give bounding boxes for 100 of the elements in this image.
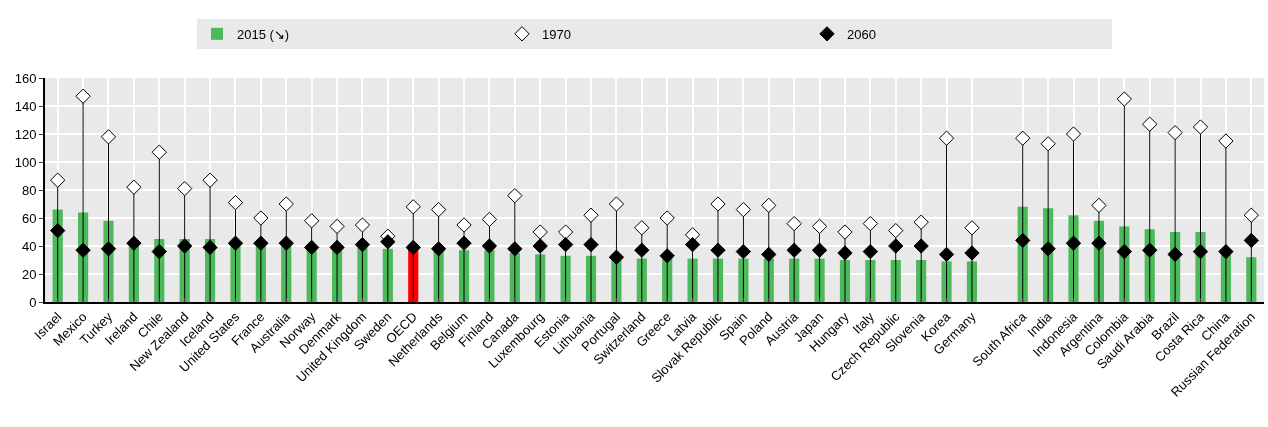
bar	[814, 258, 825, 302]
point	[430, 241, 447, 257]
point	[1116, 243, 1132, 260]
point	[1167, 124, 1183, 141]
point	[888, 222, 904, 239]
point	[304, 213, 320, 229]
bar	[941, 261, 952, 302]
point	[1218, 133, 1234, 149]
point	[380, 234, 396, 250]
point	[1142, 242, 1158, 258]
legend-label: 2060	[847, 26, 876, 42]
point	[481, 238, 498, 254]
point	[837, 224, 853, 240]
point	[481, 211, 498, 228]
point	[278, 196, 294, 212]
point	[913, 214, 929, 230]
point	[329, 239, 345, 256]
point	[532, 238, 548, 254]
point	[177, 180, 193, 197]
point	[329, 218, 345, 235]
point	[253, 235, 269, 251]
point	[1040, 241, 1056, 257]
point	[964, 220, 980, 236]
point	[1091, 235, 1107, 251]
point	[532, 224, 548, 240]
point	[557, 236, 574, 253]
point	[583, 236, 599, 253]
point	[583, 207, 599, 223]
point	[100, 129, 117, 145]
point	[964, 245, 980, 261]
point	[50, 222, 66, 239]
point	[710, 196, 726, 212]
point	[684, 236, 701, 253]
point	[405, 199, 421, 215]
point	[557, 224, 574, 240]
point	[659, 248, 675, 264]
point	[126, 235, 142, 251]
point	[1015, 130, 1031, 146]
point	[151, 243, 167, 260]
y-tick-label: 40	[21, 238, 37, 254]
point	[1065, 126, 1082, 142]
point	[1091, 197, 1107, 214]
point	[659, 210, 675, 226]
point	[507, 187, 523, 204]
point	[938, 246, 955, 263]
point	[75, 88, 91, 104]
point	[735, 201, 752, 218]
point	[456, 235, 472, 251]
point	[202, 239, 218, 256]
y-tick-label: 20	[21, 266, 37, 282]
point	[913, 238, 929, 254]
y-tick-label: 100	[14, 154, 37, 170]
point	[888, 238, 904, 254]
point	[710, 242, 726, 258]
point	[761, 197, 777, 214]
point	[938, 130, 955, 146]
point	[1116, 91, 1132, 107]
point	[430, 201, 447, 218]
point	[126, 179, 142, 195]
y-tick-label: 0	[29, 294, 37, 310]
point	[100, 241, 117, 257]
y-tick-label: 80	[21, 182, 37, 198]
point	[1192, 119, 1209, 135]
point	[202, 172, 218, 188]
point	[1218, 243, 1234, 260]
point	[608, 196, 625, 212]
y-tick-label: 60	[21, 210, 37, 226]
point	[456, 217, 472, 233]
point	[354, 217, 371, 233]
point	[786, 242, 802, 258]
point	[761, 246, 777, 263]
y-tick-label: 140	[14, 98, 37, 114]
point	[608, 249, 625, 265]
point	[862, 243, 879, 260]
point	[253, 210, 269, 226]
point	[811, 242, 828, 258]
point	[837, 245, 853, 261]
point	[1015, 232, 1031, 249]
point	[1192, 243, 1209, 260]
point	[1243, 207, 1259, 223]
point	[735, 243, 752, 260]
point	[354, 236, 371, 253]
point	[1065, 235, 1082, 251]
point	[786, 215, 802, 232]
point	[1243, 232, 1259, 249]
point	[1167, 246, 1183, 263]
point	[278, 235, 294, 251]
legend-label: 1970	[542, 26, 571, 42]
point	[75, 242, 91, 258]
point	[634, 242, 650, 258]
point	[507, 241, 523, 257]
point	[177, 238, 193, 254]
legend-label: 2015 (↘)	[237, 26, 290, 42]
point	[811, 218, 828, 235]
point	[227, 235, 244, 251]
point	[1040, 136, 1056, 152]
point	[862, 215, 879, 232]
point	[1142, 116, 1158, 132]
point	[304, 239, 320, 256]
point	[634, 220, 650, 236]
